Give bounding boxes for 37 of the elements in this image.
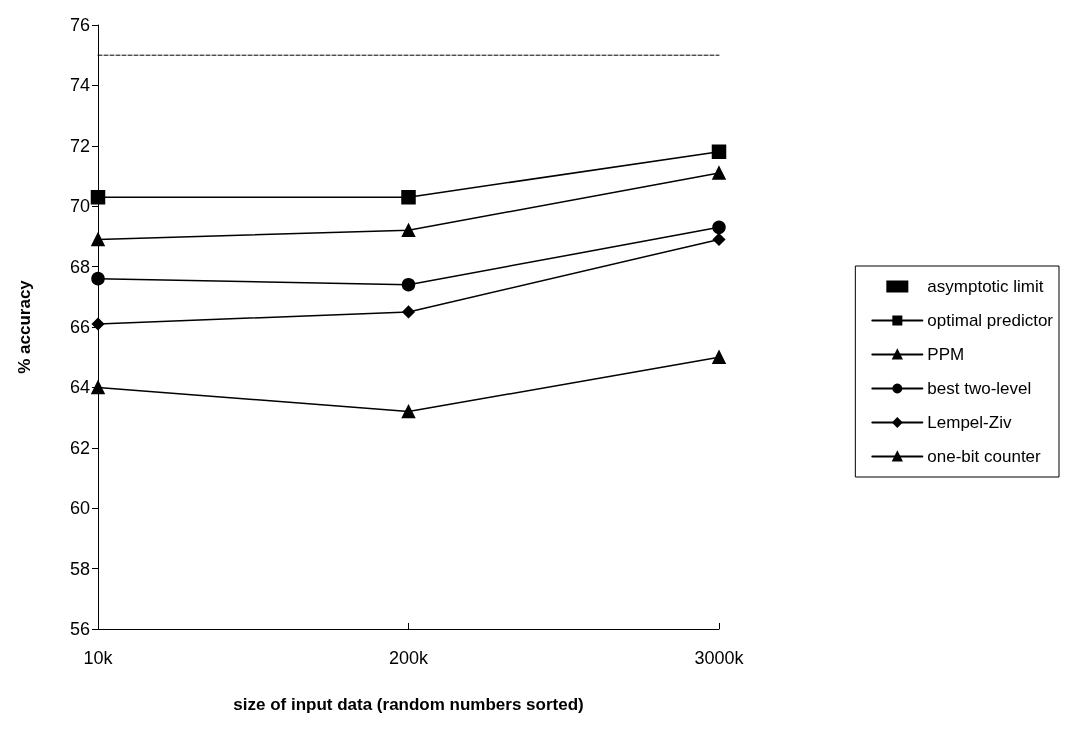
point [91, 380, 105, 395]
legend-label: PPM [927, 345, 965, 364]
y-axis-title: % accuracy [15, 279, 34, 374]
y-tick-label: 76 [69, 15, 90, 35]
y-tick-label: 56 [69, 619, 90, 639]
legend-label: one-bit counter [927, 447, 1042, 466]
y-tick-label: 74 [69, 75, 90, 96]
y-tick-label: 70 [69, 196, 90, 217]
point [712, 350, 726, 364]
legend-label: asymptotic limit [927, 277, 1044, 296]
y-tick-label: 72 [69, 135, 90, 156]
point [401, 277, 416, 292]
point [712, 166, 726, 180]
y-tick-label: 62 [69, 437, 90, 458]
x-tick-label: 200k [388, 648, 430, 668]
legend-label: best two-level [927, 379, 1032, 398]
y-tick-label: 60 [69, 498, 90, 519]
point [401, 404, 416, 419]
point [91, 317, 105, 331]
x-tick-label: 10k [83, 648, 114, 668]
point [711, 144, 727, 160]
legend-label: optimal predictor [927, 311, 1054, 330]
point [402, 305, 415, 319]
legend-label: Lempel-Ziv [927, 413, 1012, 432]
point [712, 233, 726, 246]
y-tick-label: 64 [69, 377, 90, 398]
y-tick-label: 58 [69, 558, 90, 579]
point [401, 189, 416, 205]
y-tick-label: 68 [69, 256, 90, 277]
point [401, 223, 416, 238]
x-axis-title: size of input data (random numbers sorted) [233, 695, 584, 714]
point [91, 271, 105, 286]
y-tick-label: 66 [69, 317, 90, 337]
point [91, 232, 105, 247]
x-tick-label: 3000k [694, 648, 745, 668]
point [712, 220, 726, 235]
point [90, 189, 106, 205]
